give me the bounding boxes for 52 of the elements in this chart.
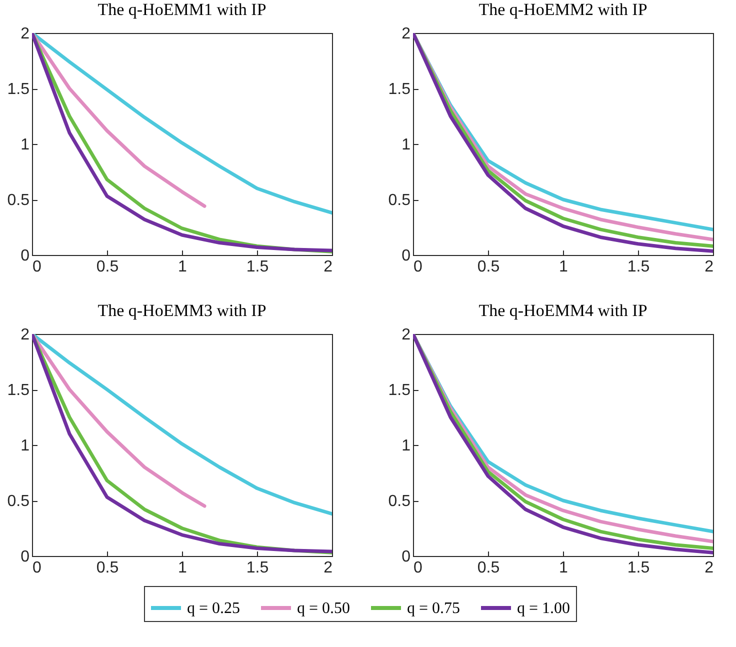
x-tick-label: 1 [559,560,568,576]
line-series [32,33,332,215]
legend-label: q = 0.50 [297,600,350,617]
y-tick-label: 1 [402,136,411,154]
y-tick-label: 0 [402,248,411,264]
chart-title: The q-HoEMM1 with IP [98,0,266,19]
y-tick-label: 0 [402,548,411,566]
line-series [32,334,332,516]
x-tick-label: 0.5 [96,560,119,576]
legend-label: q = 0.25 [187,600,240,617]
x-tick-label: 1 [559,258,568,276]
y-tick-label: 1 [402,438,411,454]
x-tick-label: 2 [704,560,714,576]
x-tick-label: 1 [178,258,188,276]
x-tick-label: 2 [704,258,714,276]
y-tick-label: 1.5 [7,81,30,98]
x-tick-label: 0 [32,258,42,276]
x-tick-label: 2 [324,560,333,576]
y-tick-label: 0.5 [388,192,411,209]
x-tick-label: 0 [414,258,422,276]
y-tick-label: 1.5 [7,382,30,399]
x-tick-label: 0 [414,560,422,576]
y-tick-label: 0 [20,248,30,264]
y-tick-label: 0.5 [388,493,411,510]
x-tick-label: 0.5 [96,258,119,276]
y-tick-label: 1.5 [388,382,411,399]
y-tick-label: 2 [402,326,411,344]
y-tick-label: 0.5 [7,493,30,510]
line-series [32,33,206,208]
x-tick-label: 0.5 [477,258,500,276]
y-tick-label: 0 [20,548,30,566]
x-tick-label: 0 [32,560,42,576]
y-tick-label: 1 [20,438,30,454]
x-tick-label: 1.5 [627,258,650,276]
x-tick-label: 0.5 [477,560,500,576]
line-series [32,334,206,508]
x-tick-label: 2 [324,258,333,276]
y-tick-label: 2 [20,26,30,42]
x-tick-label: 1.5 [627,560,650,576]
y-tick-label: 1 [20,136,30,154]
x-tick-label: 1.5 [246,258,269,276]
chart-title: The q-HoEMM4 with IP [478,301,648,320]
x-tick-label: 1.5 [246,560,269,576]
chart-title: The q-HoEMM3 with IP [98,301,266,320]
chart-title: The q-HoEMM2 with IP [478,0,648,19]
x-tick-label: 1 [178,560,188,576]
legend-label: q = 1.00 [517,600,570,617]
y-tick-label: 2 [402,26,411,42]
legend-label: q = 0.75 [407,600,460,617]
y-tick-label: 1.5 [388,81,411,98]
y-tick-label: 2 [20,326,30,344]
y-tick-label: 0.5 [7,192,30,209]
